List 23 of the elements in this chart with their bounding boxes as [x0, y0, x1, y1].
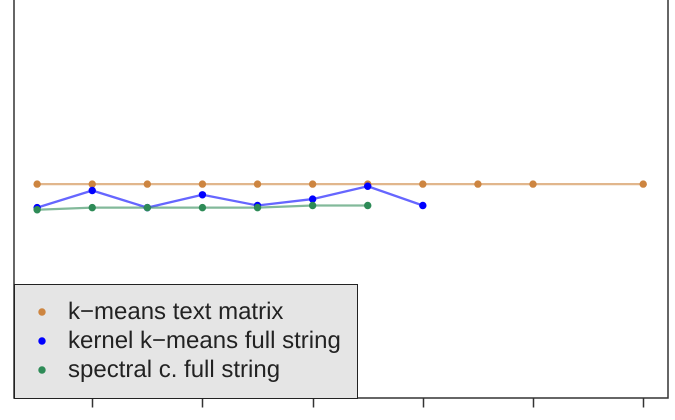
point — [308, 180, 316, 188]
point — [364, 202, 372, 210]
point — [308, 202, 316, 210]
point — [308, 195, 316, 203]
point — [198, 180, 206, 188]
point — [88, 204, 96, 212]
legend-label: k−means text matrix — [68, 298, 284, 325]
legend-label: spectral c. full string — [68, 356, 280, 383]
point — [88, 180, 96, 188]
point — [33, 206, 41, 214]
point — [529, 180, 537, 188]
point — [474, 180, 482, 188]
point — [254, 180, 262, 188]
point — [33, 180, 41, 188]
point — [88, 186, 96, 194]
point — [640, 180, 647, 188]
point — [364, 182, 372, 190]
point — [419, 180, 427, 188]
point — [419, 202, 427, 210]
point — [198, 191, 206, 198]
point — [144, 180, 152, 188]
point — [198, 204, 206, 212]
legend-label: kernel k−means full string — [68, 327, 341, 354]
